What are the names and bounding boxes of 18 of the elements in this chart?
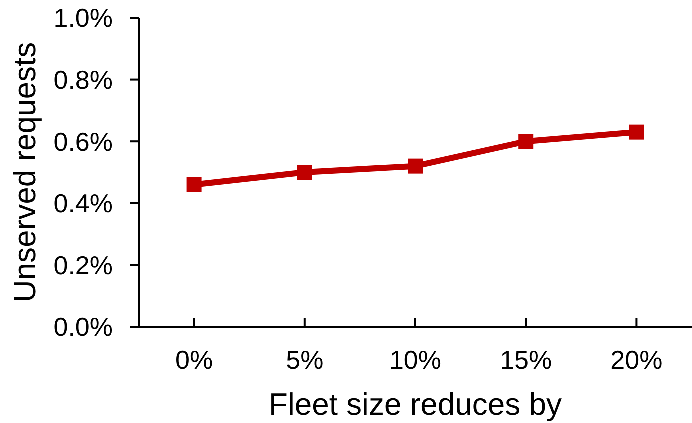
y-tick-label: 0.2% [54, 250, 113, 280]
x-tick-label: 0% [176, 345, 214, 375]
point [297, 165, 312, 180]
y-tick-label: 0.4% [54, 188, 113, 219]
y-tick-label: 1.0% [54, 3, 113, 34]
y-tick-label: 0.8% [54, 65, 113, 96]
point [186, 177, 202, 192]
y-axis-title: Unserved requests [8, 42, 42, 303]
x-tick-label: 5% [286, 345, 324, 375]
x-tick-label: 10% [389, 345, 442, 375]
point [518, 134, 534, 150]
y-tick-label: 0.6% [54, 126, 113, 157]
point [629, 124, 644, 140]
x-axis-title: Fleet size reduces by [269, 387, 562, 422]
x-tick-label: 20% [610, 345, 663, 375]
point [408, 158, 423, 174]
y-tick-label: 0.0% [54, 312, 113, 342]
x-tick-label: 15% [500, 345, 552, 375]
